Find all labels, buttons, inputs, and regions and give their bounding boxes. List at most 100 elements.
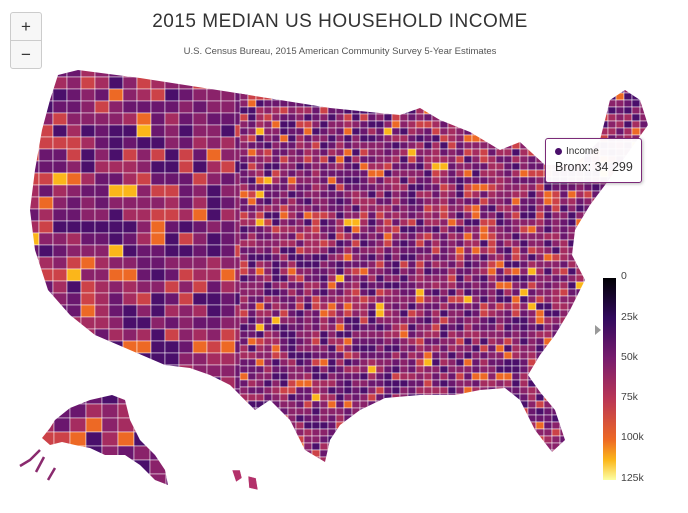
county-cell[interactable] — [487, 218, 497, 227]
county-cell[interactable] — [519, 358, 529, 367]
county-cell[interactable] — [487, 246, 497, 255]
county-cell[interactable] — [535, 316, 545, 325]
county-cell[interactable] — [383, 323, 393, 332]
county-cell[interactable] — [287, 435, 297, 444]
county-cell[interactable] — [583, 351, 593, 360]
county-cell[interactable] — [247, 134, 257, 143]
county-cell[interactable] — [575, 449, 585, 458]
county-cell[interactable] — [463, 323, 473, 332]
county-cell[interactable] — [391, 218, 401, 227]
county-cell[interactable] — [178, 196, 194, 210]
county-cell[interactable] — [351, 442, 361, 451]
county-cell[interactable] — [383, 428, 393, 437]
county-cell[interactable] — [391, 260, 401, 269]
county-cell[interactable] — [94, 136, 110, 150]
county-cell[interactable] — [69, 403, 87, 419]
county-cell[interactable] — [351, 232, 361, 241]
county-cell[interactable] — [311, 274, 321, 283]
county-cell[interactable] — [559, 442, 569, 451]
county-cell[interactable] — [559, 302, 569, 311]
county-cell[interactable] — [479, 218, 489, 227]
county-cell[interactable] — [511, 183, 521, 192]
county-cell[interactable] — [295, 155, 305, 164]
county-cell[interactable] — [263, 113, 273, 122]
county-cell[interactable] — [559, 253, 569, 262]
county-cell[interactable] — [271, 204, 281, 213]
county-cell[interactable] — [303, 428, 313, 437]
county-cell[interactable] — [359, 92, 369, 101]
county-cell[interactable] — [383, 134, 393, 143]
county-cell[interactable] — [287, 218, 297, 227]
county-cell[interactable] — [463, 316, 473, 325]
county-cell[interactable] — [255, 302, 265, 311]
county-cell[interactable] — [431, 99, 441, 108]
county-cell[interactable] — [319, 169, 329, 178]
county-cell[interactable] — [551, 99, 561, 108]
county-cell[interactable] — [206, 256, 222, 270]
county-cell[interactable] — [599, 85, 609, 94]
county-cell[interactable] — [178, 256, 194, 270]
county-cell[interactable] — [623, 211, 633, 220]
county-cell[interactable] — [239, 337, 249, 346]
county-cell[interactable] — [367, 183, 377, 192]
county-cell[interactable] — [164, 424, 180, 438]
county-cell[interactable] — [487, 302, 497, 311]
county-cell[interactable] — [295, 78, 305, 87]
county-cell[interactable] — [239, 211, 249, 220]
county-cell[interactable] — [239, 358, 249, 367]
county-cell[interactable] — [495, 442, 505, 451]
county-cell[interactable] — [551, 337, 561, 346]
county-cell[interactable] — [164, 172, 180, 186]
county-cell[interactable] — [311, 134, 321, 143]
county-cell[interactable] — [503, 379, 513, 388]
county-cell[interactable] — [631, 71, 641, 80]
county-cell[interactable] — [239, 253, 249, 262]
county-cell[interactable] — [178, 136, 194, 150]
county-cell[interactable] — [367, 386, 377, 395]
county-cell[interactable] — [271, 379, 281, 388]
county-cell[interactable] — [192, 460, 208, 473]
county-cell[interactable] — [567, 274, 577, 283]
county-cell[interactable] — [551, 113, 561, 122]
county-cell[interactable] — [80, 65, 96, 78]
county-cell[interactable] — [431, 295, 441, 304]
county-cell[interactable] — [423, 288, 433, 297]
county-cell[interactable] — [85, 473, 103, 488]
county-cell[interactable] — [359, 407, 369, 416]
county-cell[interactable] — [335, 141, 345, 150]
county-cell[interactable] — [263, 260, 273, 269]
county-cell[interactable] — [178, 76, 194, 90]
county-cell[interactable] — [431, 414, 441, 423]
county-cell[interactable] — [367, 71, 377, 80]
county-cell[interactable] — [80, 220, 96, 234]
county-cell[interactable] — [367, 253, 377, 262]
county-cell[interactable] — [551, 372, 561, 381]
county-cell[interactable] — [351, 134, 361, 143]
county-cell[interactable] — [463, 274, 473, 283]
county-cell[interactable] — [279, 358, 289, 367]
county-cell[interactable] — [391, 239, 401, 248]
county-cell[interactable] — [527, 92, 537, 101]
county-cell[interactable] — [38, 208, 54, 222]
county-cell[interactable] — [599, 71, 609, 80]
county-cell[interactable] — [503, 148, 513, 157]
county-cell[interactable] — [164, 148, 180, 162]
county-cell[interactable] — [447, 225, 457, 234]
county-cell[interactable] — [431, 330, 441, 339]
county-cell[interactable] — [511, 113, 521, 122]
county-cell[interactable] — [647, 365, 656, 374]
county-cell[interactable] — [407, 169, 417, 178]
county-cell[interactable] — [220, 196, 236, 210]
county-cell[interactable] — [647, 197, 656, 206]
county-cell[interactable] — [311, 246, 321, 255]
county-cell[interactable] — [575, 295, 585, 304]
county-cell[interactable] — [583, 92, 593, 101]
county-cell[interactable] — [631, 260, 641, 269]
county-cell[interactable] — [535, 239, 545, 248]
county-cell[interactable] — [575, 239, 585, 248]
county-cell[interactable] — [343, 239, 353, 248]
county-cell[interactable] — [471, 260, 481, 269]
county-cell[interactable] — [535, 99, 545, 108]
county-cell[interactable] — [439, 309, 449, 318]
county-cell[interactable] — [80, 232, 96, 246]
